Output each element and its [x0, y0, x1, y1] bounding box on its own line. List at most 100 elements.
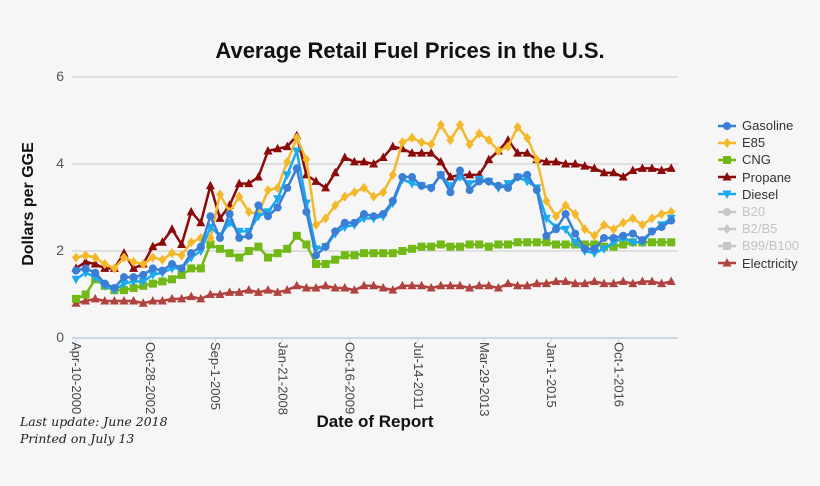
legend-label: B99/B100: [742, 238, 800, 254]
data-point: [619, 240, 628, 249]
data-point: [637, 276, 647, 285]
data-point: [273, 143, 283, 153]
y-tick-label: 0: [56, 329, 64, 345]
legend-item-b99-b100[interactable]: B99/B100: [718, 237, 799, 254]
data-point: [359, 280, 369, 290]
data-point: [504, 141, 512, 152]
data-point: [292, 147, 302, 156]
data-point: [282, 141, 292, 151]
data-point: [503, 278, 513, 288]
data-point: [494, 240, 503, 249]
data-point: [119, 248, 129, 257]
data-point: [216, 244, 224, 253]
data-point: [657, 223, 666, 232]
data-point: [292, 231, 301, 240]
legend-item-b20[interactable]: B20: [718, 203, 799, 220]
data-point: [196, 217, 206, 227]
data-point: [139, 270, 148, 279]
legend-item-propane[interactable]: Propane: [718, 169, 799, 186]
data-point: [388, 249, 397, 258]
data-point: [513, 148, 523, 157]
data-point: [427, 139, 436, 150]
data-point: [494, 181, 503, 190]
data-point: [311, 282, 321, 292]
data-point: [321, 280, 331, 290]
data-point: [81, 264, 90, 273]
data-point: [321, 213, 330, 224]
data-point: [484, 135, 493, 146]
data-point: [81, 250, 90, 261]
diamond-marker-icon: [718, 137, 736, 148]
data-point: [667, 216, 676, 225]
data-point: [283, 156, 292, 167]
data-point: [484, 154, 494, 164]
data-point: [532, 186, 541, 195]
data-point: [186, 291, 196, 301]
data-point: [301, 282, 311, 292]
data-point: [532, 278, 542, 288]
data-point: [72, 252, 80, 263]
data-point: [100, 259, 109, 270]
data-point: [619, 231, 628, 240]
square-marker-icon: [718, 241, 736, 250]
data-point: [723, 137, 731, 148]
data-point: [590, 244, 599, 253]
data-point: [244, 285, 254, 294]
data-point: [590, 230, 599, 241]
data-point: [523, 238, 532, 247]
data-point: [129, 283, 138, 292]
legend-item-diesel[interactable]: Diesel: [718, 186, 799, 203]
data-point: [388, 141, 398, 151]
data-point: [638, 219, 647, 230]
data-point: [552, 240, 560, 249]
data-point: [72, 266, 80, 275]
data-point: [321, 260, 330, 269]
legend-item-e85[interactable]: E85: [718, 134, 799, 151]
data-point: [427, 183, 436, 192]
legend-item-electricity[interactable]: Electricity: [718, 255, 799, 272]
data-point: [475, 177, 484, 186]
data-point: [722, 172, 732, 181]
data-point: [312, 251, 320, 260]
data-point: [494, 145, 503, 156]
data-point: [541, 156, 551, 166]
data-point: [436, 280, 446, 290]
data-point: [292, 132, 301, 143]
data-point: [312, 260, 320, 269]
data-point: [456, 166, 464, 175]
data-point: [637, 163, 647, 172]
triangle-marker-icon: [718, 172, 736, 181]
data-point: [523, 132, 532, 143]
data-point: [446, 188, 455, 197]
diamond-marker-icon: [718, 223, 736, 234]
data-point: [723, 223, 731, 234]
x-tick-label: Oct-16-2009: [342, 342, 358, 415]
data-point: [360, 182, 368, 193]
data-point: [216, 189, 224, 200]
legend-item-cng[interactable]: CNG: [718, 151, 799, 168]
data-point: [129, 273, 138, 282]
data-point: [657, 209, 666, 220]
data-point: [638, 236, 647, 245]
data-point: [723, 155, 731, 164]
data-point: [138, 277, 148, 287]
data-point: [523, 170, 532, 179]
data-point: [388, 285, 398, 294]
data-point: [369, 249, 378, 258]
data-point: [513, 122, 522, 133]
data-point: [465, 169, 475, 179]
data-point: [273, 195, 283, 204]
series-cng: [72, 231, 676, 303]
data-point: [541, 214, 551, 224]
data-point: [407, 148, 417, 157]
data-point: [600, 233, 608, 242]
data-point: [398, 173, 407, 182]
legend-item-b2-b5[interactable]: B2/B5: [718, 220, 799, 237]
data-point: [628, 229, 637, 238]
legend-item-gasoline[interactable]: Gasoline: [718, 117, 799, 134]
data-point: [599, 245, 609, 254]
data-point: [408, 132, 416, 143]
x-axis-label: Date of Report: [316, 412, 434, 431]
y-tick-label: 2: [56, 242, 64, 258]
data-point: [599, 167, 609, 177]
